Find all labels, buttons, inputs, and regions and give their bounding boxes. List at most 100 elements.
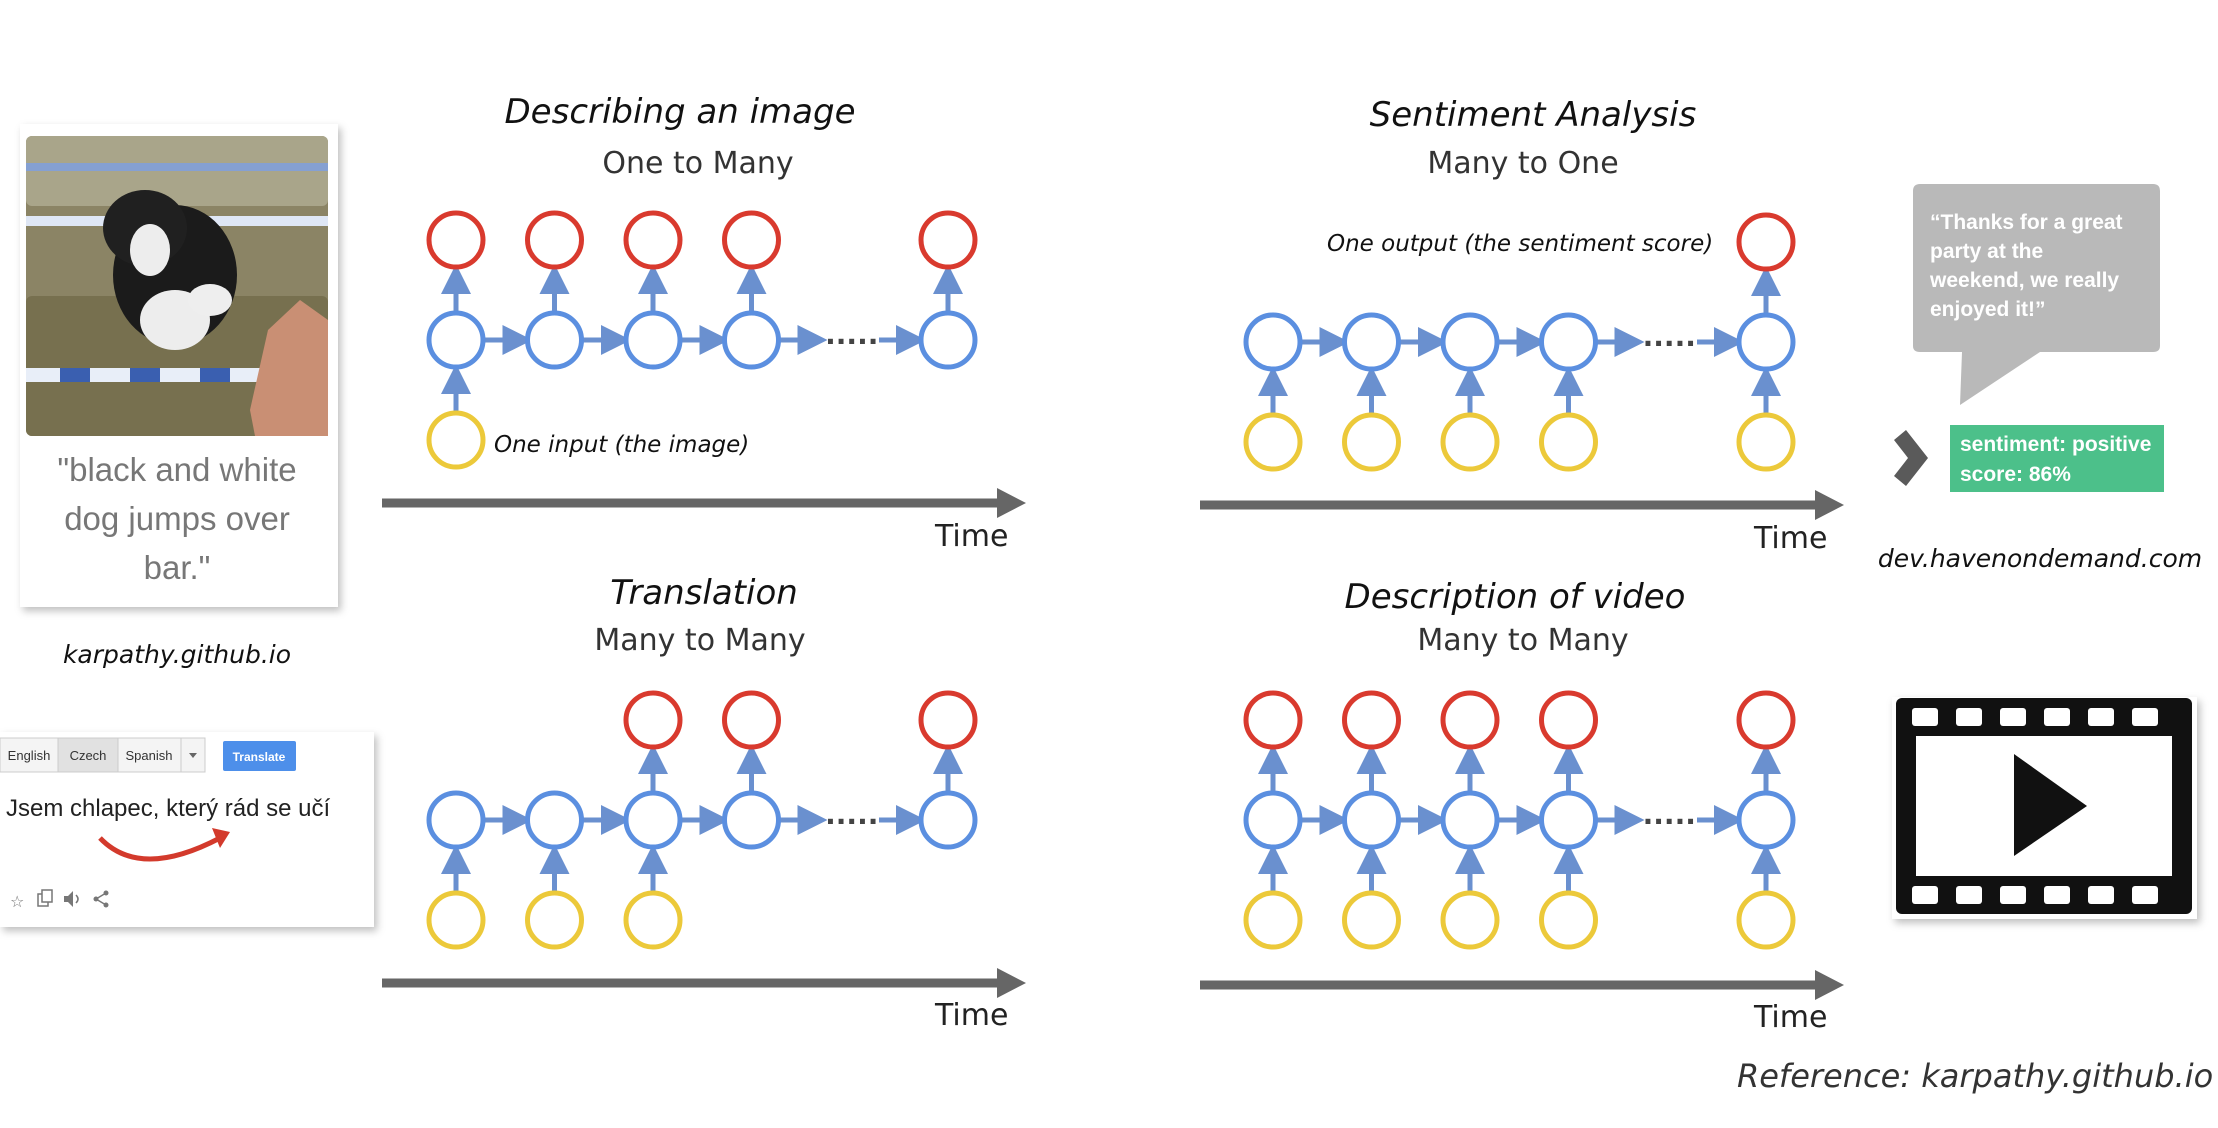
input-node [426, 410, 486, 470]
hidden-node [1342, 790, 1401, 850]
hidden-node [623, 790, 683, 850]
video-film-icon [1892, 697, 2197, 919]
quote-line-2: party at the [1930, 240, 2043, 263]
input-node [1736, 890, 1796, 950]
lang-tab-spanish[interactable]: Spanish [126, 748, 173, 763]
input-node [525, 890, 584, 950]
panel-title-translation: Translation [610, 573, 798, 613]
timeline-video [1200, 970, 1844, 1000]
output-node [525, 210, 584, 270]
hidden-node [1243, 790, 1303, 850]
output-node [426, 210, 486, 270]
panel-subtitle-many-to-many-translation: Many to Many [594, 623, 805, 658]
output-node [918, 690, 978, 750]
image-caption-line-1: "black and white [57, 451, 296, 488]
input-node [1342, 412, 1401, 472]
output-node [1342, 690, 1401, 750]
input-node [623, 890, 683, 950]
hidden-node [1736, 790, 1796, 850]
rnn-many-to-one: ..... [1243, 212, 1796, 472]
hidden-node [1243, 312, 1303, 372]
image-caption-line-2: dog jumps over [64, 500, 290, 537]
share-icon[interactable] [93, 890, 109, 908]
reference-text: Reference: karpathy.github.io [1737, 1057, 2213, 1095]
output-node [1736, 690, 1796, 750]
chevron-down-icon[interactable] [189, 753, 197, 758]
hidden-node [623, 310, 683, 370]
hidden-node [1539, 312, 1598, 372]
timeline-many-to-one [1200, 490, 1844, 520]
rnn-video: ..... [1243, 690, 1796, 950]
rnn-one-to-many: ..... [426, 210, 978, 470]
speech-bubble [1913, 184, 2160, 405]
time-label-video: Time [1753, 1000, 1827, 1035]
rnn-translation: ..... [426, 690, 978, 950]
panel-title-describing-image: Describing an image [505, 92, 856, 132]
translate-button[interactable]: Translate [233, 750, 286, 764]
panel-subtitle-many-to-one: Many to One [1427, 146, 1618, 181]
output-node [722, 210, 781, 270]
output-node [918, 210, 978, 270]
output-node [623, 210, 683, 270]
credit-havenondemand: dev.havenondemand.com [1878, 544, 2202, 573]
translate-widget: English Czech Spanish Translate Jsem chl… [0, 732, 374, 927]
input-node [1736, 412, 1796, 472]
input-node [1440, 412, 1500, 472]
quote-line-1: “Thanks for a great [1930, 211, 2123, 234]
hidden-node [1736, 312, 1796, 372]
curved-arrow-icon [98, 835, 222, 862]
output-node [1243, 690, 1303, 750]
hidden-node [722, 310, 781, 370]
sentiment-result-box [1950, 425, 2164, 492]
quote-line-4: enjoyed it!” [1930, 298, 2046, 321]
time-label-one-to-many: Time [934, 519, 1008, 554]
play-icon [2014, 754, 2087, 856]
sentiment-result-line-1: sentiment: positive [1960, 433, 2151, 456]
output-node [1440, 690, 1500, 750]
output-node [1736, 212, 1796, 272]
translate-button-bg[interactable] [223, 741, 296, 771]
hidden-node [426, 310, 486, 370]
ellipsis-dots: ..... [1643, 798, 1696, 831]
hidden-node [525, 310, 584, 370]
time-label-translation: Time [934, 998, 1008, 1033]
chevron-right-icon [1894, 430, 1928, 486]
output-node [722, 690, 781, 750]
lang-tab-czech[interactable]: Czech [70, 748, 107, 763]
hidden-node [1342, 312, 1401, 372]
hidden-node [918, 310, 978, 370]
timeline-one-to-many [382, 488, 1026, 518]
quote-line-3: weekend, we really [1929, 269, 2119, 292]
hidden-node [1440, 790, 1500, 850]
lang-tab-english[interactable]: English [8, 748, 51, 763]
hidden-node [1440, 312, 1500, 372]
copy-icon[interactable] [37, 889, 53, 907]
panel-subtitle-many-to-many-video: Many to Many [1417, 623, 1628, 658]
image-caption-line-3: bar." [144, 549, 211, 586]
output-node [623, 690, 683, 750]
input-node [426, 890, 486, 950]
input-node [1539, 890, 1598, 950]
star-icon[interactable]: ☆ [10, 892, 24, 911]
input-node [1342, 890, 1401, 950]
hidden-node [525, 790, 584, 850]
input-node [1440, 890, 1500, 950]
image-example-card: "black and white dog jumps over bar." [20, 124, 338, 607]
output-node [1539, 690, 1598, 750]
panel-title-sentiment-analysis: Sentiment Analysis [1370, 95, 1697, 135]
curved-arrow-head [212, 828, 230, 848]
panel-title-description-of-video: Description of video [1345, 577, 1686, 617]
hidden-node [918, 790, 978, 850]
ellipsis-dots: ..... [825, 318, 878, 351]
hidden-node [1539, 790, 1598, 850]
note-one-input: One input (the image) [494, 432, 749, 458]
panel-subtitle-one-to-many: One to Many [602, 146, 793, 181]
speaker-icon[interactable] [64, 891, 79, 907]
credit-karpathy: karpathy.github.io [63, 640, 291, 669]
ellipsis-dots: ..... [825, 798, 878, 831]
translate-sentence: Jsem chlapec, který rád se učí [6, 795, 330, 822]
note-one-output: One output (the sentiment score) [1327, 231, 1713, 257]
dog-photo [26, 136, 328, 436]
timeline-translation [382, 968, 1026, 998]
